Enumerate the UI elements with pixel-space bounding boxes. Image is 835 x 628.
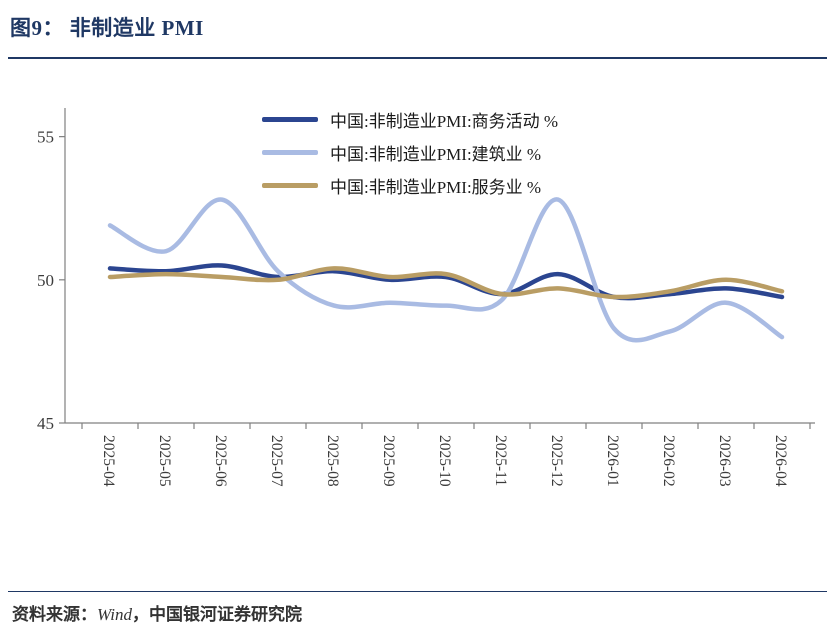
legend-label-services: 中国:非制造业PMI:服务业 % [330, 178, 542, 197]
x-tick-label: 2025-05 [156, 435, 173, 487]
x-tick-label: 2025-10 [436, 435, 453, 487]
legend-swatch-construction [262, 150, 318, 155]
pmi-line-chart: 45 50 55 2025-04 2025-05 2025-06 2025-07 2025-0… [0, 65, 835, 577]
x-tick-label: 2026-03 [716, 435, 733, 487]
x-tick-label: 2025-04 [100, 435, 117, 487]
legend-item-services: 中国:非制造业PMI:服务业 % [262, 169, 558, 202]
x-tick-label: 2025-06 [212, 435, 229, 487]
legend-label-construction: 中国:非制造业PMI:建筑业 % [330, 145, 542, 164]
legend-item-business-activity: 中国:非制造业PMI:商务活动 % [262, 103, 558, 136]
chart-legend: 中国:非制造业PMI:商务活动 % 中国:非制造业PMI:建筑业 % 中国:非制… [262, 103, 558, 202]
x-tick-label: 2025-11 [492, 435, 509, 486]
source-note: 资料来源：Wind，中国银河证券研究院 [0, 592, 835, 625]
y-tick-label: 55 [37, 128, 54, 147]
legend-swatch-services [262, 183, 318, 188]
x-tick-label: 2026-01 [604, 435, 621, 487]
source-vendor: Wind [97, 605, 132, 624]
x-tick-label: 2025-08 [324, 435, 341, 487]
x-tick-label: 2025-12 [548, 435, 565, 487]
series-line-1 [107, 197, 785, 343]
legend-label-business-activity: 中国:非制造业PMI:商务活动 % [330, 112, 559, 131]
series-line-2 [107, 266, 785, 300]
legend-item-construction: 中国:非制造业PMI:建筑业 % [262, 136, 558, 169]
title-divider [8, 57, 827, 59]
x-tick-label: 2026-02 [660, 435, 677, 487]
chart-canvas: 45 50 55 2025-04 2025-05 2025-06 2025-07 2025-0… [37, 108, 815, 487]
x-tick-label: 2026-04 [772, 435, 789, 487]
source-prefix: 资料来源： [12, 605, 97, 624]
figure-title: 图9： 非制造业 PMI [10, 16, 204, 40]
series-line-0 [107, 263, 785, 301]
x-tick-label: 2025-07 [268, 435, 285, 487]
x-tick-label: 2025-09 [380, 435, 397, 487]
y-tick-label: 45 [37, 414, 54, 433]
source-suffix: ，中国银河证券研究院 [131, 605, 302, 624]
footer-divider [8, 591, 827, 592]
legend-swatch-business-activity [262, 117, 318, 122]
y-tick-label: 50 [37, 271, 54, 290]
